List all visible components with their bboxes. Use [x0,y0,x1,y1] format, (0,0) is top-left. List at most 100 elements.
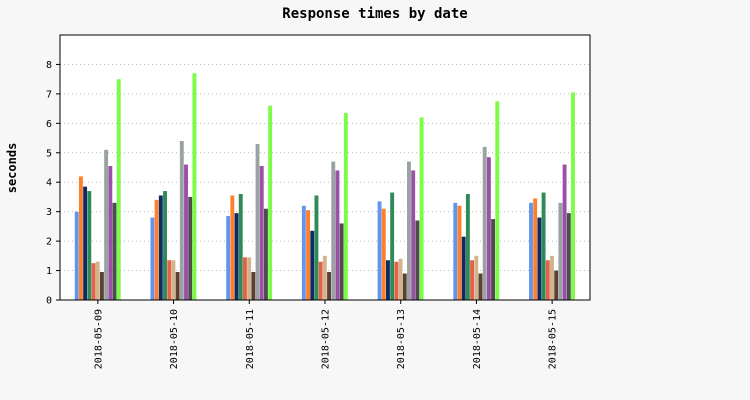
bar [104,149,109,300]
bar [314,195,319,300]
bar [167,260,172,300]
bar [343,113,348,300]
chart-title: Response times by date [282,6,467,22]
y-tick-label: 2 [46,237,52,248]
bar [255,143,260,300]
bar [175,272,180,300]
bar [415,220,420,300]
bar [381,208,386,300]
bar [234,213,239,300]
x-tick-label: 2018-05-15 [548,309,559,369]
bar [486,157,491,300]
bar [171,260,176,300]
bar [268,105,273,300]
y-tick-label: 0 [46,296,52,307]
bar [116,79,121,300]
gridlines [60,63,590,272]
bar [482,146,487,300]
bar [339,223,344,300]
bar [335,170,340,300]
bar [402,273,407,300]
bar [301,205,306,300]
bar [230,195,235,300]
bar [386,260,390,300]
bar [91,263,96,300]
bar [74,211,79,300]
bar [453,202,458,300]
bar [566,213,571,300]
y-tick-label: 8 [46,60,52,71]
x-tick-label: 2018-05-11 [245,309,256,369]
bar [306,210,310,300]
bar [390,192,395,300]
bars [74,73,575,300]
y-tick-label: 6 [46,119,52,130]
bar [550,255,554,300]
x-tick-label: 2018-05-10 [169,309,180,369]
bar [411,170,416,300]
bar [158,195,163,300]
bar [78,176,83,300]
y-tick-label: 5 [46,148,52,159]
bar [398,258,403,300]
bar [541,192,546,300]
bar [495,101,500,300]
y-tick-label: 3 [46,207,52,218]
bar [474,255,479,300]
bar [545,260,550,300]
bar [322,255,327,300]
bar [465,194,470,300]
x-tick-label: 2018-05-12 [321,309,332,369]
bar [251,272,256,300]
bar [407,161,411,300]
bar [87,191,92,300]
bar [470,260,475,300]
bar [95,261,100,300]
y-tick-label: 1 [46,266,52,277]
bar [163,191,167,300]
y-tick-label: 7 [46,89,52,100]
bar [259,166,264,300]
bar [242,257,247,300]
bar [318,261,323,300]
bar [529,202,533,300]
bar [558,202,563,300]
bar [188,196,193,300]
bar [83,186,88,300]
bar [150,217,155,300]
bar [571,92,575,300]
bar [192,73,197,300]
bar [108,166,113,300]
bar [238,194,243,300]
y-tick-label: 4 [46,178,52,189]
y-axis-label: seconds [5,143,19,194]
bar [179,141,184,300]
bar [331,161,336,300]
bar [112,202,117,300]
bar [377,201,382,300]
bar [554,270,559,300]
bar [327,272,331,300]
bar [99,272,104,300]
bar [263,208,268,300]
bar [457,205,462,300]
y-axis: 0 1 2 3 4 5 6 7 8 [46,60,60,307]
bar [478,273,483,300]
x-tick-label: 2018-05-14 [472,309,483,369]
bar [184,164,188,300]
x-tick-label: 2018-05-09 [93,309,104,369]
bar [537,217,542,300]
bar [154,199,159,300]
bar [533,198,538,300]
bar [310,230,315,300]
x-axis: 2018-05-09 2018-05-10 2018-05-11 2018-05-12… [93,300,559,369]
bar [226,216,231,300]
bar [461,236,466,300]
bar [394,261,399,300]
bar [419,117,424,300]
bar [247,257,252,300]
bar [491,219,496,300]
x-tick-label: 2018-05-13 [396,309,407,369]
bar [562,164,567,300]
